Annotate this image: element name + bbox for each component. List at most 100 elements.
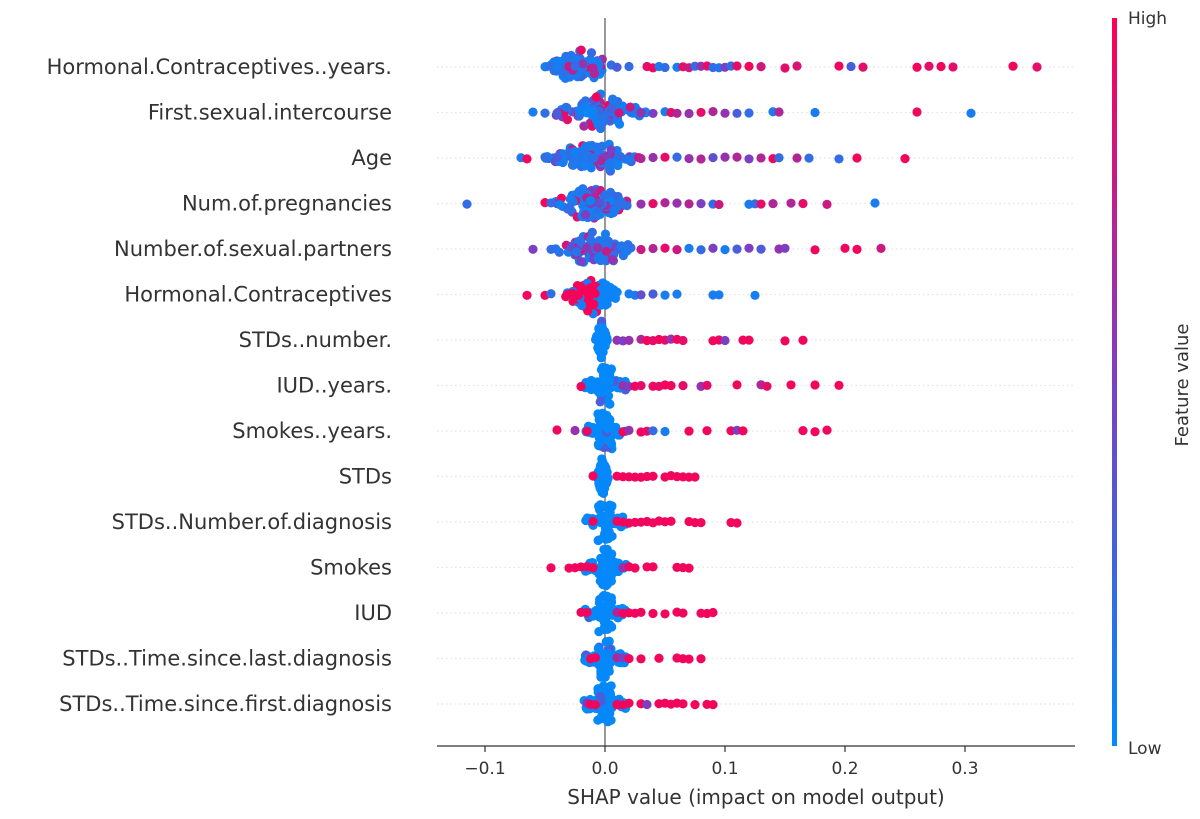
shap-point [522,290,532,300]
shap-point [588,63,598,73]
shap-point [654,653,664,663]
shap-point [583,306,593,316]
shap-point [605,507,615,518]
shap-point [590,700,601,710]
shap-point [588,516,598,527]
shap-point [570,61,580,71]
shap-point [592,142,602,152]
shap-point [684,153,694,164]
shap-point [540,152,550,162]
shap-point [575,106,585,116]
shap-point [636,380,646,391]
shap-point [660,243,670,253]
shap-point [606,571,616,581]
row-guide-lines [437,66,1075,705]
shap-point [582,607,592,618]
feature-label: STDs..Time.since.last.diagnosis [62,647,392,671]
x-axis-title: SHAP value (impact on model output) [567,785,944,809]
feature-row-points [462,184,880,223]
shap-point [570,290,580,300]
shap-point [615,151,625,162]
shap-point [660,290,670,300]
shap-point [696,198,706,209]
shap-point [648,289,658,299]
shap-point [601,534,611,544]
feature-label: IUD..years. [276,374,392,398]
shap-point [708,700,718,710]
shap-point [732,518,742,528]
shap-point [576,256,587,267]
shap-point [636,108,646,118]
feature-row-points [528,227,886,267]
shap-point [672,245,682,255]
shap-point [678,699,688,709]
colorbar-title: Feature value [1172,324,1193,447]
shap-point [840,243,850,253]
shap-point [588,106,598,116]
shap-point [762,381,772,391]
x-tick-label: −0.1 [464,759,505,779]
shap-point [601,637,611,647]
shap-point [834,380,844,390]
shap-point [732,380,742,390]
shap-point [696,245,706,255]
shap-point [605,366,615,376]
shap-point [744,154,754,164]
shap-point [738,426,748,436]
shap-point [696,654,706,664]
x-tick-label: 0.0 [591,759,618,779]
shap-point [604,376,614,386]
shap-point [600,190,610,200]
shap-point [598,113,608,123]
shap-point [786,198,796,208]
shap-point [672,198,682,208]
shap-point [678,335,688,346]
shap-point [1008,61,1018,71]
shap-point [798,335,808,345]
shap-point [575,236,585,246]
shap-point [580,209,591,220]
shap-point [702,426,712,436]
feature-labels: Hormonal.Contraceptives..years. First.sex… [47,55,392,716]
shap-point [565,194,575,204]
shap-point [582,426,592,436]
shap-point [852,153,862,163]
feature-row-points [576,590,718,637]
shap-point [622,201,632,211]
feature-row-points [522,275,760,319]
shap-point [822,425,832,435]
shap-point [648,426,658,436]
shap-point [846,61,856,72]
shap-point [780,336,790,346]
shap-point [562,115,573,125]
feature-label: STDs [339,465,392,489]
shap-point [564,202,574,212]
shap-point [810,427,820,437]
shap-point [648,198,658,209]
shap-point [822,199,832,209]
shap-point [708,153,718,163]
shap-point [744,243,754,253]
shap-point [690,700,700,710]
shap-point [744,108,754,118]
shap-point [720,152,730,162]
feature-row-points [580,636,706,682]
shap-point [552,425,562,435]
shap-point [636,153,646,164]
shap-point [684,426,694,436]
shap-point [590,652,601,663]
shap-point [552,62,562,72]
shap-point [810,245,820,255]
shap-point [528,244,538,254]
shap-point [696,107,706,118]
shap-point [589,299,599,309]
shap-point [600,603,610,613]
beeswarm-points [462,45,1042,727]
shap-point [586,376,596,386]
shap-point [636,290,646,300]
shap-point [624,335,634,345]
shap-point [577,300,587,311]
shap-point [598,612,609,622]
shap-point [660,62,670,73]
feature-label: STDs..Time.since.first.diagnosis [59,692,392,716]
